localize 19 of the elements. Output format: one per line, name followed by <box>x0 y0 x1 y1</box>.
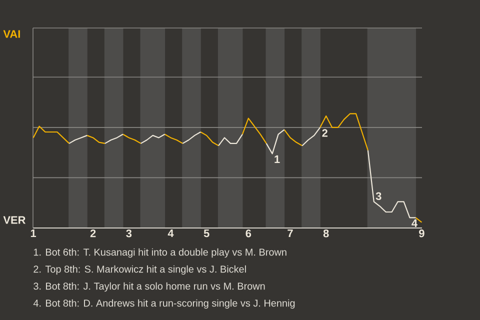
text: 3. Bot 8th: J. Taylor hit a solo home run vs M. Brown <box>34 282 265 292</box>
text: 1. Bot 6th: T. Kusanagi hit into a double play vs M. Brown <box>34 248 286 258</box>
x-tick-label: 8 <box>323 230 329 238</box>
annotation: 3 <box>376 192 382 200</box>
annotation: 4 <box>412 219 418 227</box>
text: VAI <box>3 30 20 38</box>
x-tick-label: 4 <box>168 230 174 238</box>
x-tick-label: 7 <box>288 230 293 238</box>
x-tick-label: 2 <box>90 230 96 238</box>
x-tick-label: 9 <box>419 230 424 238</box>
x-tick-label: 5 <box>204 230 210 238</box>
x-tick-label: 1 <box>30 230 36 238</box>
text: VER <box>3 216 26 224</box>
text: 2. Top 8th: S. Markowicz hit a single vs J. Bickel <box>34 265 246 275</box>
annotation: 2 <box>322 129 328 137</box>
annotation: 1 <box>274 155 280 163</box>
x-tick-label: 3 <box>126 230 132 238</box>
x-tick-label: 6 <box>246 230 252 238</box>
text: 4. Bot 8th: D. Andrews hit a run-scoring single vs J. Hennig <box>33 299 295 309</box>
